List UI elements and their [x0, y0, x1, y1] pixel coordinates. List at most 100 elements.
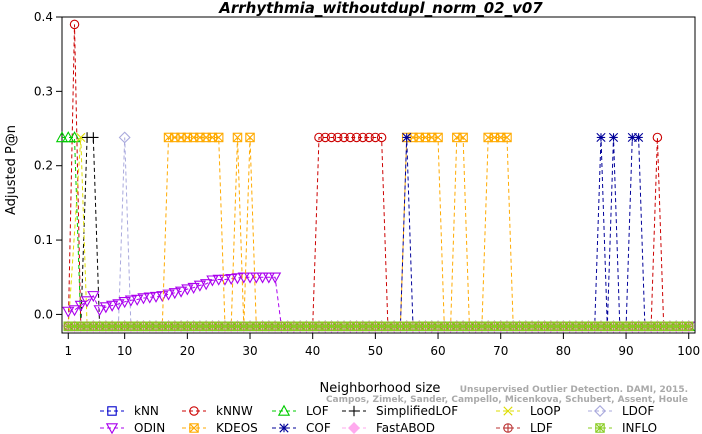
data-point-odin: [187, 282, 200, 294]
data-point-odin: [118, 297, 131, 309]
data-point-lof: [62, 131, 75, 143]
x-tick-label: 70: [493, 344, 508, 358]
data-point-kdeos: [502, 132, 512, 143]
data-point-odin: [225, 273, 238, 286]
legend-label-fastabod: FastABOD: [376, 421, 435, 434]
x-tick-label: 10: [117, 344, 132, 358]
data-point-odin: [206, 275, 219, 287]
y-axis-label: Adjusted P@n: [4, 125, 19, 215]
data-point-knnw: [370, 132, 381, 143]
data-point-cof: [596, 132, 606, 143]
data-point-odin: [250, 272, 263, 284]
data-point-kdeos: [245, 132, 255, 143]
data-point-odin: [80, 296, 94, 308]
data-point-odin: [156, 291, 169, 303]
data-point-knnw: [358, 132, 368, 143]
legend-item-fastabod: FastABOD: [342, 421, 435, 434]
data-point-odin: [68, 305, 81, 317]
data-point-odin: [268, 272, 282, 284]
data-point-odin: [212, 274, 225, 286]
y-tick-label: 0.4: [34, 10, 53, 24]
y-tick-label: 0.0: [34, 307, 53, 321]
data-point-odin: [143, 292, 156, 304]
legend-item-inflo: INFLO: [588, 421, 657, 434]
legend-marker-simplifiedlof: [348, 405, 360, 417]
data-point-odin: [262, 272, 275, 284]
data-point-simplifiedlof: [88, 132, 99, 143]
data-point-lof: [68, 131, 81, 143]
data-point-odin: [149, 291, 163, 303]
legend-item-simplifiedlof: SimplifiedLOF: [342, 404, 458, 418]
legend: kNN kNNW LOF SimplifiedLOF LoOP LDOF ODIN KDEOS…: [100, 404, 657, 434]
legend-label-lof: LOF: [306, 404, 329, 418]
data-point-cof: [634, 132, 644, 143]
data-point-inflo: [176, 321, 186, 332]
data-point-odin: [243, 272, 257, 284]
legend-label-kdeos: KDEOS: [216, 421, 258, 434]
data-point-odin: [200, 279, 213, 291]
data-point-knnw: [326, 132, 337, 143]
y-tick-label: 0.1: [34, 233, 53, 247]
data-point-kdeos: [213, 132, 224, 143]
data-point-knnw: [69, 19, 80, 30]
legend-marker-knnw: [189, 406, 199, 416]
data-point-odin: [193, 280, 207, 292]
data-point-odin: [168, 288, 181, 300]
series-lof: [55, 131, 695, 332]
series-cof: [63, 132, 694, 331]
x-tick-label: 100: [677, 344, 700, 358]
credit-line-2: Campos, Zimek, Sander, Campello, Micenko…: [326, 395, 688, 405]
legend-item-lof: LOF: [272, 404, 329, 418]
data-point-cof: [608, 132, 619, 143]
data-point-odin: [256, 272, 269, 284]
data-point-odin: [112, 299, 125, 311]
x-tick-label: 20: [180, 344, 195, 358]
legend-marker-cof: [279, 423, 289, 433]
legend-label-knnw: kNNW: [216, 404, 253, 418]
legend-label-simplifiedlof: SimplifiedLOF: [376, 404, 458, 418]
data-point-odin: [93, 305, 106, 317]
series-inflo: [63, 321, 694, 332]
data-point-odin: [231, 273, 244, 285]
legend-marker-odin: [105, 423, 119, 434]
data-point-odin: [131, 294, 144, 306]
data-point-inflo: [282, 321, 293, 332]
chart-title: Arrhythmia_withoutdupl_norm_02_v07: [218, 0, 543, 17]
data-point-odin: [218, 274, 232, 286]
legend-marker-ldof: [594, 405, 606, 417]
data-point-inflo: [683, 321, 694, 332]
y-tick-label: 0.2: [34, 159, 53, 173]
data-point-kdeos: [232, 132, 243, 143]
legend-item-knnw: kNNW: [182, 404, 253, 418]
data-point-knnw: [339, 132, 349, 143]
legend-label-loop: LoOP: [530, 404, 561, 418]
legend-label-cof: COF: [306, 421, 331, 434]
legend-item-odin: ODIN: [100, 421, 165, 434]
legend-item-knn: kNN: [100, 404, 159, 418]
data-point-kdeos: [458, 132, 468, 143]
legend-label-ldof: LDOF: [622, 404, 654, 418]
series-line-lof: [62, 137, 689, 327]
series-knnw: [63, 19, 694, 332]
series-line-cof: [68, 137, 689, 327]
legend-item-loop: LoOP: [496, 404, 561, 418]
data-point-knnw: [320, 132, 330, 143]
credit-line-1: Unsupervised Outlier Detection. DAMI, 20…: [460, 385, 688, 395]
data-point-inflo: [320, 321, 330, 332]
legend-marker-kdeos: [189, 423, 199, 433]
plot-frame: [61, 16, 696, 334]
legend-marker-ldf: [503, 423, 513, 433]
series-ldof: [62, 131, 695, 333]
x-axis-label: Neighborhood size: [320, 381, 441, 396]
x-tick-label: 40: [305, 344, 320, 358]
series-simplifiedlof: [63, 132, 694, 332]
data-point-kdeos: [433, 132, 443, 143]
x-tick-label: 50: [368, 344, 383, 358]
data-point-lof: [55, 131, 69, 143]
data-point-knnw: [376, 132, 387, 143]
legend-marker-knn: [107, 406, 117, 416]
y-tick-label: 0.3: [34, 84, 53, 98]
data-point-cof: [402, 132, 412, 143]
data-point-odin: [137, 293, 150, 305]
